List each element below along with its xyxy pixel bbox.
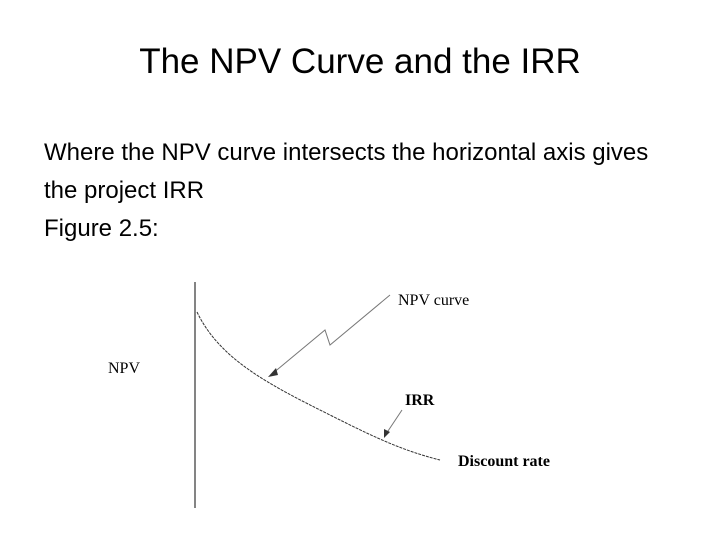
body-text: Figure 2.5: <box>44 215 159 242</box>
curve-pointer <box>271 294 391 375</box>
irr-pointer <box>385 409 403 435</box>
slide-body: Where the NPV curve intersects the horiz… <box>44 134 684 248</box>
y-axis-label: NPV <box>108 360 140 377</box>
body-text: Where the NPV curve intersects the horiz… <box>44 139 649 204</box>
arrow-head <box>268 368 278 377</box>
curve-label: NPV curve <box>398 292 469 309</box>
slide-title: The NPV Curve and the IRR <box>139 42 581 81</box>
x-axis-label: Discount rate <box>458 453 550 470</box>
irr-label: IRR <box>405 392 435 409</box>
npv-curve <box>196 311 441 461</box>
arrow-head <box>384 429 390 438</box>
